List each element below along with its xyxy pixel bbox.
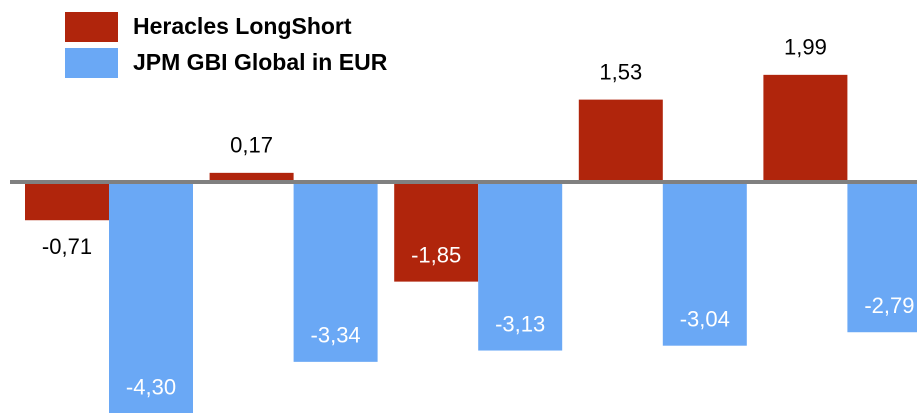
value-label: -3,13 — [495, 311, 545, 336]
bar — [109, 182, 193, 413]
value-label: -1,85 — [411, 242, 461, 267]
value-label: -3,04 — [680, 307, 730, 332]
value-label: -2,79 — [864, 293, 914, 318]
value-label: 1,53 — [599, 59, 642, 84]
value-label: -0,71 — [42, 234, 92, 259]
bar — [394, 182, 479, 282]
legend: Heracles LongShort JPM GBI Global in EUR — [65, 12, 388, 78]
bar — [478, 182, 563, 351]
legend-swatch — [65, 12, 118, 42]
value-label: -3,34 — [311, 323, 361, 348]
bar — [847, 182, 917, 333]
legend-swatch — [65, 48, 118, 78]
bar — [209, 172, 294, 182]
legend-label: Heracles LongShort — [133, 13, 352, 39]
bar — [25, 182, 109, 221]
bar — [293, 182, 378, 362]
bar — [578, 99, 663, 182]
legend-label: JPM GBI Global in EUR — [133, 49, 388, 75]
bar — [763, 74, 848, 182]
value-label: -4,30 — [126, 374, 176, 399]
bar — [662, 182, 747, 346]
value-label: 1,99 — [784, 35, 827, 60]
value-label: 0,17 — [230, 133, 273, 158]
